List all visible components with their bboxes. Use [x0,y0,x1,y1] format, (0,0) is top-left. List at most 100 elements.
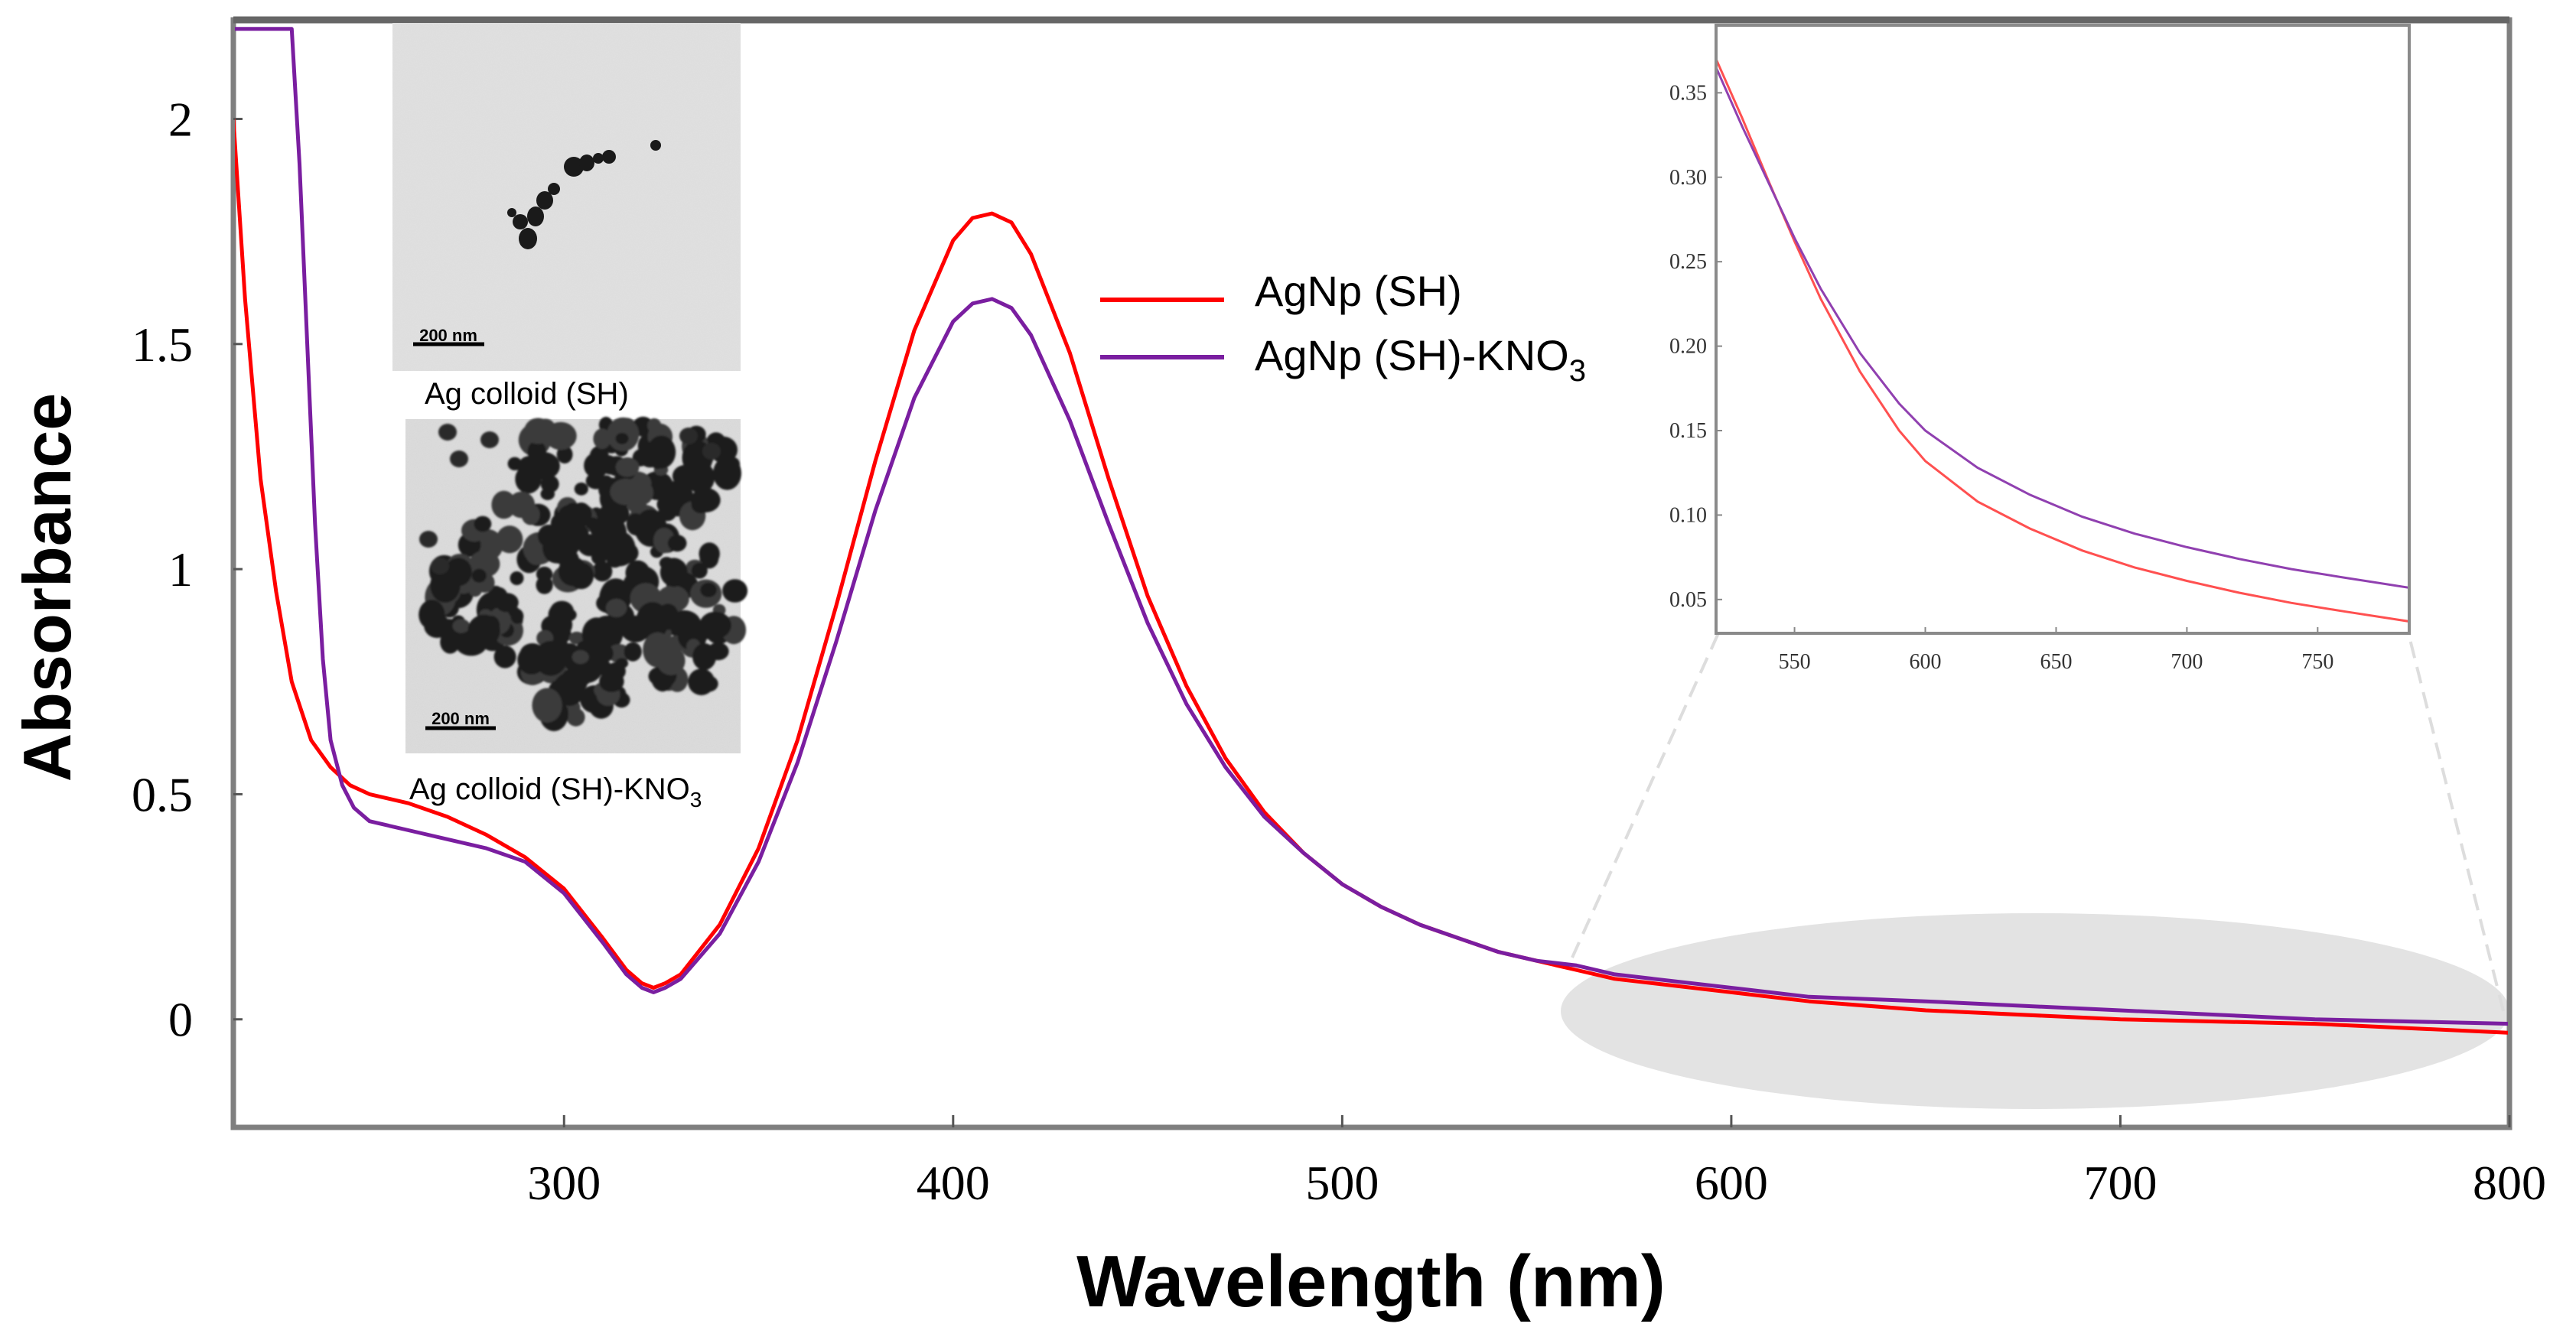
inset-x-ticks: 550 600 650 700 750 [1779,627,2333,674]
tem-particle [572,650,589,665]
tem-particle [699,675,718,692]
tem-particle [471,568,487,583]
tem-particle [700,582,717,597]
tem-particle [507,457,522,470]
tem-particle [418,600,445,630]
tem-particle [556,445,573,463]
x-tick-label: 600 [1695,1156,1768,1210]
x-tick-label: 400 [917,1156,990,1210]
legend-label-agnp-sh-kno3: AgNp (SH)-KNO3 [1255,331,1586,388]
tem-particle [560,668,585,694]
tem-particle [545,421,577,450]
zoom-region-ellipse [1561,913,2509,1109]
tem-particle [592,561,613,582]
series-line-1 [235,27,2508,1026]
tem-particle [699,611,731,639]
tem-particle [650,619,667,637]
tem-particle [722,579,748,603]
inset-x-tick-label: 600 [1910,650,1942,674]
legend-label-agnp-sh: AgNp (SH) [1255,267,1462,315]
inset-y-tick-label: 0.35 [1669,81,1707,105]
inset-y-tick-label: 0.15 [1669,419,1707,443]
tem-particle [419,531,438,548]
tem-particle [450,450,468,467]
tem-particle [659,558,688,587]
tem-particle [686,461,715,494]
tem-particle [536,566,553,582]
tem-particle [452,619,471,633]
x-axis-ticks: 300 400 500 600 700 800 [527,1115,2546,1210]
tem-particle [568,562,594,590]
tem-particle [699,542,720,565]
series-group [235,27,2508,1035]
tem-scale-bar-2: 200 nm [432,709,490,728]
tem-particle [491,490,516,519]
y-tick-label: 0 [168,993,193,1047]
inset-y-tick-label: 0.10 [1669,503,1707,527]
inset-x-tick-label: 750 [2301,650,2333,674]
tem-particle [568,631,585,645]
tem-particle [474,516,492,532]
tem-particle [594,515,627,552]
tem-particle [510,608,524,624]
tem-particle [584,453,609,479]
tem-particle [563,542,579,555]
tem-particle [598,644,614,662]
tem-particle [599,671,624,692]
inset-frame [1715,24,2411,635]
inset-y-ticks: 0.05 0.10 0.15 0.20 0.25 0.30 0.35 [1669,81,1722,612]
x-tick-label: 800 [2473,1156,2546,1210]
tem-particle [601,457,620,475]
tem-particle [430,568,461,603]
tem-particle [521,503,540,525]
tem-particle [585,655,601,672]
tem-caption-2: Ag colloid (SH)-KNO3 [409,772,702,811]
tem-particle [540,487,555,500]
inset-x-tick-label: 650 [2040,650,2072,674]
zoom-connector-right [2407,633,2505,1012]
y-tick-label: 2 [168,92,193,146]
tem-particle [510,571,524,585]
y-axis-title: Absorbance [9,393,85,782]
tem-particle [571,502,592,527]
tem-particle [574,482,588,496]
x-tick-label: 500 [1305,1156,1379,1210]
tem-image-ag-colloid-sh: 200 nm [392,23,741,371]
inset-x-tick-label: 700 [2171,650,2203,674]
tem-particle [713,457,741,490]
tem-particle [605,598,627,618]
y-tick-label: 0.5 [132,767,193,821]
tem-particle [517,456,540,480]
tem-particle [626,513,645,535]
tem-particle [496,525,523,554]
tem-particle [438,424,457,441]
tem-particle [615,433,629,444]
tem-particle [702,443,721,460]
tem-particle [615,457,640,477]
tem-particle [593,428,611,450]
tem-particle [647,418,662,433]
tem-image-ag-colloid-sh-kno3: 200 nm [405,416,748,753]
legend: AgNp (SH) AgNp (SH)-KNO3 [1100,267,1586,388]
tem-particle [532,688,562,723]
tem-particle [467,614,500,647]
y-tick-label: 1.5 [132,317,193,372]
tem-particle [646,435,676,469]
tem-particle [624,642,642,662]
inset-y-tick-label: 0.25 [1669,250,1707,274]
inset-series-group [1718,60,2408,623]
tem-scale-bar-1: 200 nm [419,326,477,345]
tem-particle [431,558,449,574]
x-tick-label: 700 [2083,1156,2157,1210]
tem-particle [610,478,643,506]
tem-particle [691,562,708,579]
tem-particle [679,428,698,444]
tem-particle [615,658,629,668]
tem-particle [667,535,687,552]
inset-y-tick-label: 0.05 [1669,588,1707,612]
tem-particles-sparse [507,140,661,249]
x-tick-label: 300 [527,1156,601,1210]
inset-y-tick-label: 0.30 [1669,166,1707,190]
tem-particles-dense [418,416,748,732]
